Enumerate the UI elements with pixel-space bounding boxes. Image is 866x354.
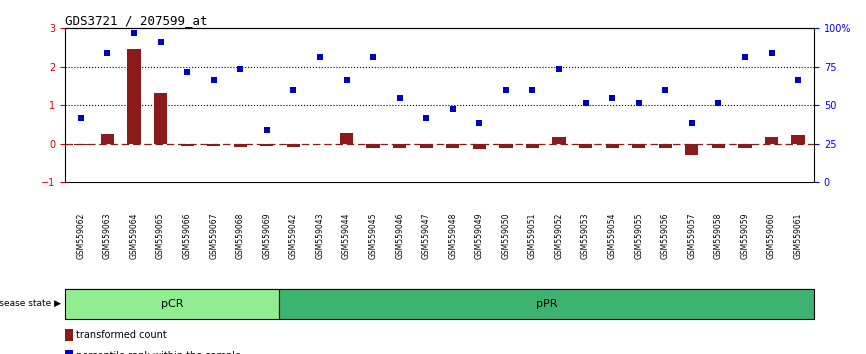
Bar (553, 137, 565, 144)
Text: GSM559050: GSM559050 (501, 212, 510, 259)
Bar (685, 144, 699, 155)
Bar (234, 144, 247, 147)
Text: GSM559055: GSM559055 (634, 212, 643, 259)
Text: GSM559060: GSM559060 (767, 212, 776, 259)
Text: pCR: pCR (161, 298, 184, 309)
Text: GSM559058: GSM559058 (714, 212, 723, 259)
Text: transformed count: transformed count (76, 330, 166, 340)
Bar (65, 329, 73, 341)
Text: GSM559063: GSM559063 (103, 212, 112, 259)
Text: GSM559047: GSM559047 (422, 212, 430, 259)
Bar (260, 144, 274, 146)
Text: GSM559048: GSM559048 (449, 212, 457, 259)
Bar (339, 133, 353, 144)
Text: disease state ▶: disease state ▶ (0, 299, 61, 308)
Text: GSM559054: GSM559054 (608, 212, 617, 259)
Text: GSM559049: GSM559049 (475, 212, 484, 259)
Bar (605, 144, 619, 148)
Text: pPR: pPR (536, 298, 557, 309)
Bar (180, 144, 194, 146)
Text: GSM559056: GSM559056 (661, 212, 669, 259)
Bar (500, 144, 513, 148)
Text: GSM559051: GSM559051 (528, 212, 537, 259)
Text: GSM559059: GSM559059 (740, 212, 749, 259)
Text: GSM559062: GSM559062 (76, 212, 86, 259)
Text: GSM559069: GSM559069 (262, 212, 271, 259)
Bar (579, 144, 592, 148)
Bar (393, 144, 406, 148)
Bar (473, 144, 486, 149)
Bar (207, 144, 220, 146)
Text: GSM559045: GSM559045 (369, 212, 378, 259)
Bar (792, 135, 805, 144)
Bar (765, 137, 779, 144)
Bar (65, 350, 73, 354)
Text: GSM559053: GSM559053 (581, 212, 590, 259)
Text: GSM559067: GSM559067 (210, 212, 218, 259)
Text: GSM559043: GSM559043 (315, 212, 325, 259)
Text: GDS3721 / 207599_at: GDS3721 / 207599_at (65, 14, 208, 27)
Bar (446, 144, 460, 148)
Text: GSM559042: GSM559042 (289, 212, 298, 259)
Bar (739, 144, 752, 148)
Text: GSM559066: GSM559066 (183, 212, 191, 259)
Bar (712, 144, 725, 148)
Bar (100, 134, 114, 144)
Bar (526, 144, 540, 148)
Text: GSM559061: GSM559061 (793, 212, 803, 259)
Bar (279, 289, 814, 319)
Bar (419, 144, 433, 148)
Text: GSM559064: GSM559064 (130, 212, 139, 259)
Bar (659, 144, 672, 148)
Text: GSM559052: GSM559052 (554, 212, 564, 259)
Text: percentile rank within the sample: percentile rank within the sample (76, 351, 241, 354)
Bar (632, 144, 645, 148)
Bar (127, 50, 140, 144)
Text: GSM559046: GSM559046 (395, 212, 404, 259)
Bar (366, 144, 379, 148)
Text: GSM559068: GSM559068 (236, 212, 245, 259)
Bar (154, 93, 167, 144)
Bar (287, 144, 300, 147)
Text: GSM559065: GSM559065 (156, 212, 165, 259)
Bar (65, 289, 279, 319)
Text: GSM559044: GSM559044 (342, 212, 351, 259)
Text: GSM559057: GSM559057 (688, 212, 696, 259)
